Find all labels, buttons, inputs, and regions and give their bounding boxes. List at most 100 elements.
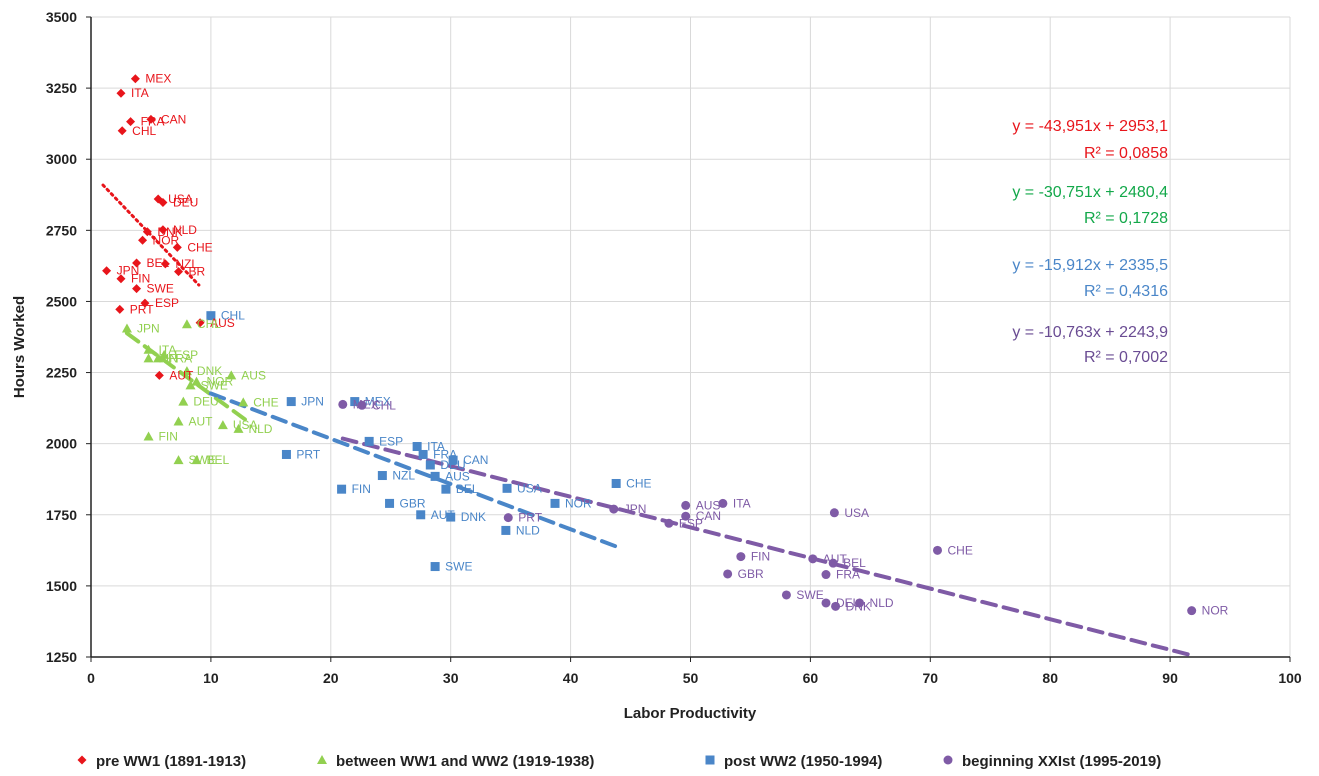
point-label: BEL [147,256,170,270]
gridlines [91,16,1291,657]
data-point [828,558,838,568]
data-point [153,353,164,363]
legend-marker [317,755,327,764]
trend-r-squared: R² = 0,4316 [1084,283,1168,300]
data-point [821,598,831,608]
x-tick-label: 50 [683,670,699,686]
point-label: CHL [197,317,221,331]
legend-label: between WW1 and WW2 (1919-1938) [336,753,594,770]
data-point [140,298,150,308]
trend-r-squared: R² = 0,1728 [1084,210,1168,227]
trend-r-squared: R² = 0,7002 [1084,349,1168,366]
data-point [142,227,152,237]
point-label: AUS [696,498,721,512]
data-point [116,88,126,98]
data-point [195,318,205,328]
trend-lines [101,183,1197,658]
data-point [172,242,182,252]
point-label: FIN [751,550,770,564]
y-tick-label: 3000 [46,151,77,167]
point-label: ITA [159,343,177,357]
point-label: DNK [157,225,182,239]
data-point [611,478,621,488]
data-point [718,498,728,508]
point-label: DNK [846,599,871,613]
data-point [350,397,360,407]
point-label: USA [844,506,869,520]
data-point [821,570,831,580]
point-label: AUT [189,414,214,428]
legend-item: between WW1 and WW2 (1919-1938) [317,753,594,770]
point-label: JPN [137,321,160,335]
point-label: NLD [870,596,894,610]
y-tick-label: 1500 [46,578,77,594]
point-label: NLD [248,422,272,436]
trend-equation: y = -43,951x + 2953,1 [1012,118,1168,135]
data-point [831,601,841,611]
x-tick-label: 60 [803,670,819,686]
point-label: NLD [173,223,197,237]
legend-item: pre WW1 (1891-1913) [77,753,246,770]
data-point [181,366,192,376]
point-label: AUT [169,368,194,382]
data-point [238,397,249,407]
data-point [102,266,112,276]
trend-r-squared: R² = 0,0858 [1084,145,1168,162]
point-label: ESP [379,434,403,448]
data-point [226,370,237,380]
point-label: PRT [296,447,320,461]
data-points [102,74,1197,616]
data-point [115,304,125,314]
point-label: AUT [823,552,848,566]
point-label: PRT [518,511,542,525]
data-point [185,380,196,390]
data-point [723,569,733,579]
data-point [126,117,136,127]
point-label: AUS [241,368,266,382]
data-point [681,511,691,521]
point-label: FRA [168,351,192,365]
x-tick-label: 70 [923,670,939,686]
data-point [286,397,296,407]
data-point [130,74,140,84]
point-label: DEU [440,458,465,472]
data-point [932,545,942,555]
point-label: FRA [141,115,165,129]
point-label: NOR [565,496,592,510]
point-label: BEL [843,556,866,570]
point-label: BEL [207,453,230,467]
point-label: NOR [153,233,180,247]
point-label: CHE [253,395,278,409]
point-label: USA [168,192,193,206]
x-tick-label: 0 [87,670,95,686]
data-point [609,504,619,514]
point-label: ESP [679,516,703,530]
data-point [154,370,164,380]
point-label: SWE [189,453,216,467]
legend-label: pre WW1 (1891-1913) [96,753,246,770]
data-point [501,525,511,535]
legend-marker [77,755,87,765]
y-tick-label: 3500 [46,9,77,25]
point-label: FRA [836,568,860,582]
point-label: JPN [117,264,140,278]
data-point [143,353,154,363]
legend-label: post WW2 (1950-1994) [724,753,882,770]
data-point [418,449,428,459]
data-point [217,420,228,430]
data-point [502,483,512,493]
point-label: ITA [427,440,445,454]
point-label: NOR [1202,604,1229,618]
point-label: FIN [159,351,178,365]
trend-equations: y = -43,951x + 2953,1 R² = 0,0858 y = -30,… [1012,118,1168,366]
data-point [441,484,451,494]
point-label: NZL [392,469,415,483]
legend-item: post WW2 (1950-1994) [705,753,882,770]
point-label: ITA [733,496,751,510]
data-point [829,508,839,518]
data-point [855,598,865,608]
point-label: NZL [175,257,198,271]
data-point [116,274,126,284]
point-label: FRA [433,447,457,461]
